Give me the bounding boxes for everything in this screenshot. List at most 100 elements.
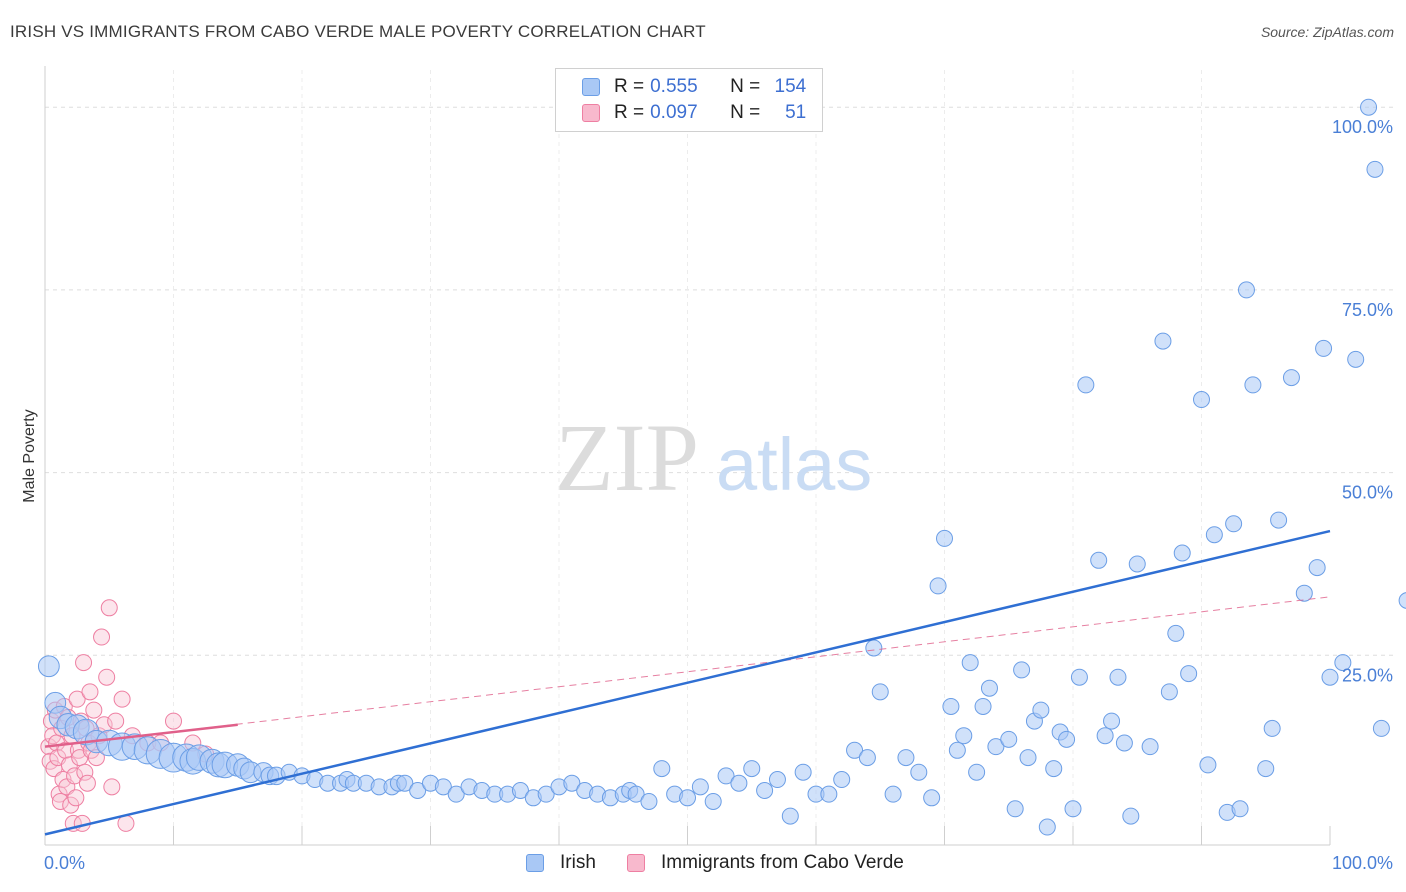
cabo-verde-point [85, 701, 103, 719]
irish-point [37, 655, 60, 678]
irish-point [897, 749, 915, 767]
legend-swatch-irish [582, 78, 600, 96]
bottom-legend-irish[interactable]: Irish [526, 852, 596, 874]
cabo-verde-point [165, 712, 182, 730]
legend-n-value: 154 [774, 76, 807, 97]
chart-title: IRISH VS IMMIGRANTS FROM CABO VERDE MALE… [10, 22, 706, 41]
cabo-verde-point [66, 767, 84, 785]
irish-point [942, 697, 960, 715]
irish-point [1006, 800, 1024, 818]
irish-point [1103, 712, 1121, 730]
legend-n-label: N = [730, 76, 761, 97]
legend-box: R = 0.555 N = 154 R = 0.097 N = 51 [555, 68, 823, 132]
irish-point [768, 771, 786, 789]
y-tick-label: 25.0% [1342, 665, 1393, 685]
irish-point [1193, 391, 1210, 409]
bottom-legend-swatch-irish [526, 854, 544, 872]
irish-point [627, 785, 645, 803]
irish-point [447, 785, 465, 803]
irish-point [929, 577, 947, 595]
irish-point [679, 789, 696, 807]
irish-point [884, 785, 902, 803]
trend-lines [44, 529, 1331, 836]
irish-point [1398, 592, 1406, 609]
irish-point [961, 654, 979, 672]
irish-point [1180, 665, 1198, 683]
irish-point [781, 807, 799, 825]
irish-point [1205, 526, 1223, 544]
irish-point [1295, 584, 1313, 602]
irish-point [820, 785, 838, 803]
irish-point [948, 741, 966, 759]
irish-point [511, 782, 529, 799]
irish-point [1372, 719, 1390, 737]
bottom-legend-cabo-verde[interactable]: Immigrants from Cabo Verde [627, 852, 904, 874]
irish-point [717, 767, 735, 785]
watermark-atlas: atlas [716, 423, 872, 506]
irish-point [1096, 727, 1114, 745]
irish-point [1115, 734, 1133, 752]
x-tick-label: 100.0% [1332, 853, 1393, 873]
irish-point [1173, 544, 1191, 562]
irish-point [1237, 281, 1255, 299]
bottom-legend-label-irish: Irish [560, 852, 596, 873]
irish-point [923, 789, 941, 807]
axes [44, 66, 1331, 846]
cabo-verde-point [68, 690, 86, 708]
irish-point [704, 792, 722, 810]
irish-point [1334, 654, 1352, 672]
irish-point [1282, 369, 1300, 387]
irish-point [1122, 807, 1140, 825]
irish-point [434, 778, 452, 796]
watermark-zip: ZIP [555, 404, 699, 511]
irish-point [980, 679, 998, 697]
y-tick-label: 100.0% [1332, 117, 1393, 137]
irish-point [1257, 760, 1275, 778]
legend-r-label: R = [614, 102, 645, 123]
legend-n-value: 51 [785, 102, 807, 123]
irish-point [1347, 350, 1365, 368]
irish-point [1013, 661, 1031, 679]
irish-point [691, 778, 709, 796]
cabo-verde-point [81, 683, 99, 701]
x-tick-label: 0.0% [44, 853, 85, 873]
legend-r-value: 0.555 [650, 76, 698, 97]
legend-r-label: R = [614, 76, 645, 97]
irish-point [1064, 800, 1082, 818]
bottom-legend-label-cabo-verde: Immigrants from Cabo Verde [661, 852, 904, 873]
legend-r-value: 0.097 [650, 102, 698, 123]
irish-point [1360, 98, 1378, 116]
irish-point [1154, 332, 1172, 350]
irish-point [1199, 756, 1217, 774]
irish-point [1058, 730, 1076, 748]
irish-trend-line [44, 529, 1331, 836]
irish-point [910, 763, 928, 781]
cabo-verde-point [107, 712, 125, 730]
cabo-verde-point [78, 774, 96, 792]
legend-n-label: N = [730, 102, 761, 123]
irish-points [37, 98, 1406, 836]
cabo-verde-point [76, 763, 94, 781]
irish-point [1244, 376, 1262, 394]
cabo-verde-point [75, 654, 93, 672]
legend-row-irish: R = 0.555 N = 154 [556, 74, 806, 100]
source-label: Source: ZipAtlas.com [1260, 24, 1394, 40]
bottom-legend: Irish Immigrants from Cabo Verde [0, 852, 1406, 878]
irish-point [730, 774, 748, 792]
irish-point [936, 529, 953, 547]
irish-point [653, 760, 671, 778]
cabo-verde-trend-line [44, 723, 238, 748]
irish-point [756, 782, 774, 799]
irish-point [1270, 511, 1288, 529]
irish-point [1167, 624, 1185, 642]
irish-point [833, 771, 851, 789]
cabo-verde-point [100, 599, 118, 617]
irish-point [640, 792, 658, 810]
watermark: ZIP atlas [555, 404, 872, 511]
irish-point [858, 749, 876, 767]
irish-point [794, 763, 812, 781]
irish-point [1308, 559, 1326, 577]
irish-point [409, 782, 427, 799]
irish-point [563, 774, 581, 792]
